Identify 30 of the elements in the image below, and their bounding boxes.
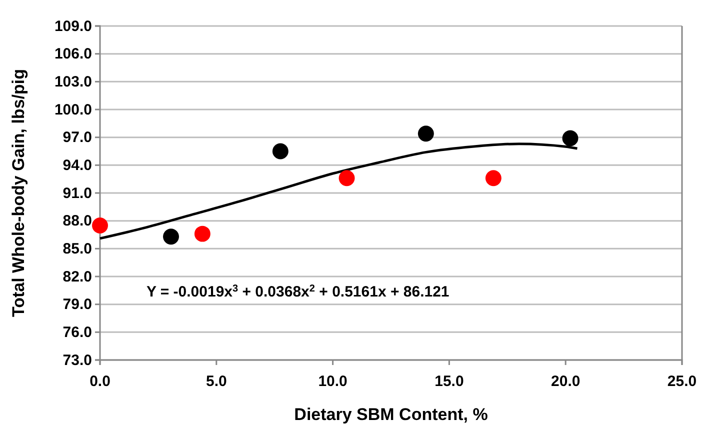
y-tick-label: 100.0 (54, 101, 92, 118)
x-tick-label: 25.0 (667, 373, 697, 390)
point (418, 126, 434, 142)
x-tick-label: 20.0 (551, 373, 580, 390)
x-axis-title: Dietary SBM Content, % (294, 405, 488, 424)
y-tick-label: 91.0 (62, 184, 92, 202)
y-tick-label: 106.0 (54, 46, 92, 63)
point (194, 226, 210, 242)
y-tick-label: 94.0 (62, 156, 92, 174)
point (272, 143, 288, 160)
y-tick-label: 103.0 (54, 73, 92, 90)
point (92, 218, 108, 234)
y-tick-label: 76.0 (62, 324, 92, 341)
annotation: Y = -0.0019x$^{3}$ + 0.0368x$^{2}$ + 0.5161x + 86.121 (146, 283, 450, 301)
point (163, 228, 179, 245)
y-tick-label: 79.0 (62, 296, 92, 314)
y-tick-label: 88.0 (62, 212, 92, 230)
x-tick-label: 10.0 (318, 373, 348, 390)
y-tick-label: 73.0 (62, 352, 92, 369)
point (338, 170, 355, 186)
y-tick-label: 82.0 (62, 268, 92, 286)
point (485, 170, 502, 186)
y-tick-label: 97.0 (62, 129, 92, 146)
y-axis-title: Total Whole-body Gain, lbs/pig (9, 68, 28, 318)
x-tick-label: 0.0 (90, 373, 110, 390)
x-tick-label: 15.0 (434, 373, 464, 390)
y-tick-label: 109.0 (54, 18, 92, 35)
y-tick-label: 85.0 (62, 240, 92, 258)
point (562, 130, 578, 146)
x-tick-label: 5.0 (206, 373, 227, 390)
